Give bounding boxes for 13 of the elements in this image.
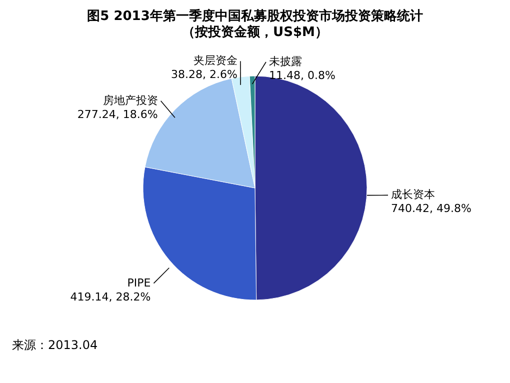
chart-subtitle: （按投资金额，US$M）: [182, 24, 328, 40]
data-label: 38.28, 2.6%: [171, 68, 238, 82]
slice-label: PIPE: [127, 276, 151, 290]
slice-label: 房地产投资: [102, 94, 158, 107]
data-label: 419.14, 28.2%: [70, 290, 151, 304]
data-label: 740.42, 49.8%: [391, 202, 472, 216]
data-label: 277.24, 18.6%: [77, 108, 158, 121]
source-note: 来源：2013.04: [12, 338, 98, 352]
slice-label: 夹层资金: [193, 54, 238, 68]
slice-label: 未披露: [269, 55, 302, 68]
slice-label: 成长资本: [391, 188, 435, 202]
chart-title: 图5 2013年第一季度中国私募股权投资市场投资策略统计: [87, 8, 423, 24]
data-label: 11.48, 0.8%: [269, 69, 336, 82]
